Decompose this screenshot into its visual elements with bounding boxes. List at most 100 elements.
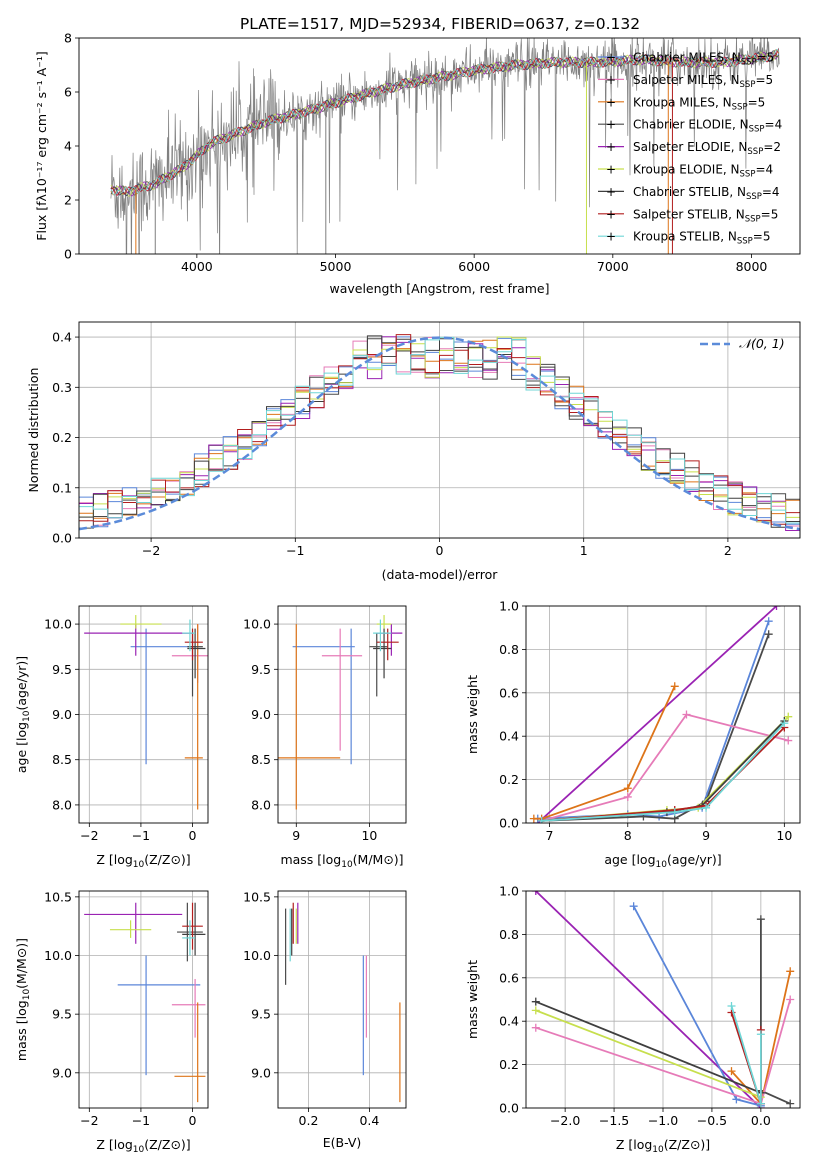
axes-frame [78,37,801,255]
series-salpeter-miles [537,710,793,823]
y-tick-label: 8.0 [52,797,72,812]
data-point-chabrier-elodie [369,633,388,697]
y-tick-label: 0.2 [499,772,519,787]
series-kroupa-stelib [727,1002,765,1108]
y-tick-label: 8 [64,31,72,46]
x-tick-label: −2 [80,1113,98,1128]
legend-entry-tail: =5 [755,73,773,87]
data-point-salpeter-elodie [84,902,183,944]
y-tick-label: 10.5 [243,889,271,904]
series-line [535,1009,762,1099]
x-tick-label: −1 [132,828,150,843]
y-tick-label: 0.8 [499,927,519,942]
x-tick-label: 2 [724,543,732,558]
plus-marker [629,902,638,911]
legend-marker: + [606,140,616,154]
plus-marker [682,710,691,719]
series-chabrier-elodie [756,915,795,1108]
data-point-salpeter-elodie [84,624,193,656]
legend-entry: Salpeter MILES, NSSP=5 [633,73,773,90]
legend-entry-main: Salpeter ELODIE, N [633,140,747,154]
plus-marker [623,784,632,793]
residuals-x-axis-label: (data-model)/error [382,567,499,582]
weight_vs_age-x-axis-label-tail: (age/yr)] [667,852,722,867]
series-chabrier-stelib [537,717,789,823]
data-point-salpeter-stelib [182,902,203,950]
plus-marker [727,1002,736,1011]
data-point-kroupa-miles [278,624,341,810]
mass_vs_ebv-x-axis-label: E(B-V) [323,1135,362,1150]
plus-marker [537,816,546,823]
legend-entry-sub: SSP [749,125,765,135]
x-tick-label: 7000 [597,259,629,274]
legend-entry-tail: =5 [761,207,779,221]
data-point-kroupa-miles [184,624,203,810]
axes-age_vs_Z: −2 −1 08.08.59.09.510.0Z [log10(Z/Z⊙)]age … [14,605,209,870]
x-tick-label: 10 [361,828,377,843]
y-tick-label: 10.5 [44,889,72,904]
x-tick-label: 0 [189,1113,197,1128]
y-tick-label: 8.5 [52,752,72,767]
x-tick-label: 0.4 [359,1113,379,1128]
weight_vs_age-x-axis-label-main: age [log [604,852,655,867]
x-tick-label: 5000 [320,259,352,274]
weight_vs_age-x-axis-label-sub: 10 [656,860,668,870]
legend-entry: Chabrier STELIB, NSSP=4 [633,185,780,202]
plot-area-weight_vs_Z [531,891,795,1108]
x-tick-label: 10 [776,828,792,843]
series-line [730,1005,762,1104]
plot-area-mass_vs_ebv [285,902,401,1103]
mass_vs_Z-x-axis-label-tail: (Z/Z⊙)] [144,1137,190,1152]
y-tick-label: 1.0 [499,884,519,899]
legend-entry-tail: =4 [765,118,783,132]
mass_vs_Z-y-axis-label-main: mass [log [14,1000,29,1061]
y-tick-label: 0.0 [499,1101,519,1116]
legend-entry: Chabrier MILES, NSSP=5 [633,51,774,68]
y-tick-label: 0.0 [499,816,519,831]
x-tick-label: −1 [132,1113,150,1128]
series-line [541,722,785,822]
legend-entry-sub: SSP [732,102,748,112]
legend-entry: Kroupa MILES, NSSP=5 [633,95,765,112]
age_vs_mass-x-axis-label-main: mass [log [280,852,341,867]
legend-entry-sub: SSP [740,80,756,90]
series-line [535,891,762,1108]
x-tick-label: −1.5 [599,1113,629,1128]
y-tick-label: 9.5 [251,662,271,677]
age_vs_Z-y-axis-label: age [log10(age/yr)] [14,656,32,773]
data-point-chabrier-miles [130,628,198,765]
legend-entry: Chabrier ELODIE, NSSP=4 [633,118,782,135]
legend-entry-main: Kroupa ELODIE, N [633,163,740,177]
data-point-kroupa-stelib [373,619,392,652]
x-tick-label: 7 [546,828,554,843]
x-tick-label: 6000 [458,259,490,274]
model-line-chabrier-elodie [110,50,779,196]
y-tick-label: 10.0 [44,948,72,963]
observed-spectrum-line [110,38,780,254]
y-tick-label: 0.8 [499,642,519,657]
plot-area-age_vs_Z [84,615,208,810]
legend-entry-sub: SSP [747,147,763,157]
model-line-kroupa-stelib [110,49,779,196]
legend-entry-main: Chabrier MILES, N [633,51,741,65]
age_vs_mass-x-axis-label: mass [log10(M/M⊙)] [280,852,403,870]
mass_vs_Z-x-axis-label: Z [log10(Z/Z⊙)] [96,1137,190,1155]
weight_vs_Z-x-axis-label: Z [log10(Z/Z⊙)] [616,1137,710,1155]
plus-marker [784,736,793,745]
mass_vs_Z-x-axis-label-sub: 10 [133,1145,145,1155]
weight_vs_Z-x-axis-label-tail: (Z/Z⊙)] [664,1137,710,1152]
data-point-chabrier-miles [292,628,355,765]
plus-marker [764,617,773,626]
y-tick-label: 6 [64,85,72,100]
spectrum-x-axis-label: wavelength [Angstrom, rest frame] [329,281,549,296]
plus-marker [786,967,795,976]
y-tick-label: 0.4 [499,1014,519,1029]
x-tick-label: 0.2 [299,1113,319,1128]
model-line-salpeter-stelib [110,49,780,196]
axes-frame [277,605,407,824]
y-tick-label: 9.0 [251,707,271,722]
plus-marker [670,682,679,691]
series-line [533,685,676,820]
